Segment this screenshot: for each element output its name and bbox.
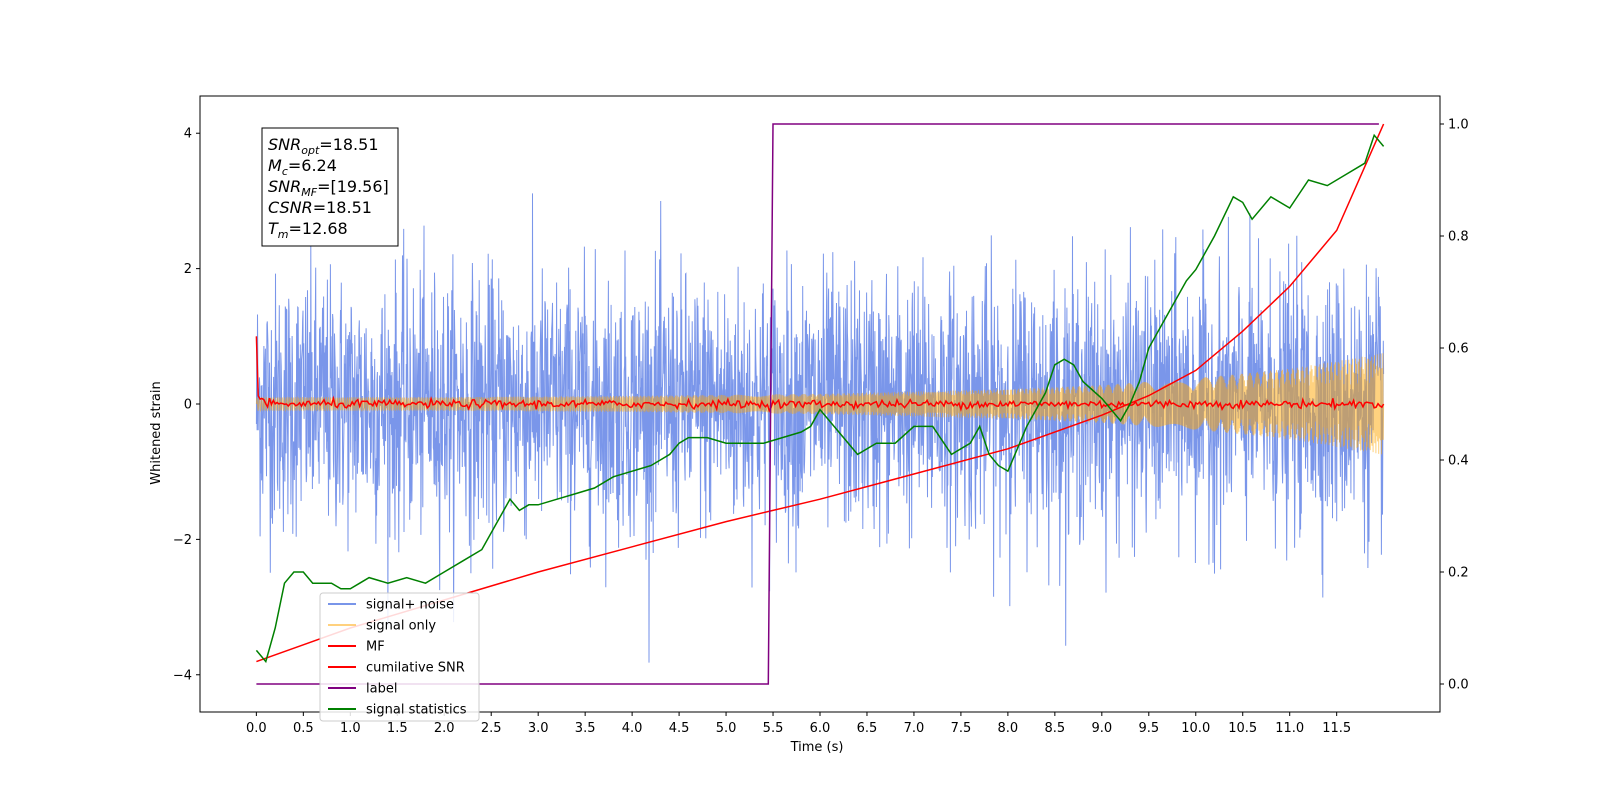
series-mf [255,336,1385,413]
annotation-line: SNRopt=18.51 [268,135,379,157]
legend-label: MF [366,640,385,655]
x-tick-label: 8.0 [998,721,1019,736]
legend: signal+ noise signal only MF cumilative SNR… [319,592,480,722]
x-tick-label: 5.0 [716,721,737,736]
y2-tick-label: 0.4 [1448,454,1469,469]
x-tick-label: 2.0 [434,721,455,736]
y-axis-label: Whitened strain [149,381,164,484]
x-tick-label: 0.5 [293,721,314,736]
legend-label: signal+ noise [366,598,454,613]
y-tick-label: 4 [184,127,192,142]
legend-label: label [366,682,397,697]
x-tick-label: 1.5 [387,721,408,736]
y2-tick-label: 0.6 [1448,342,1469,357]
x-tick-label: 2.5 [481,721,502,736]
annotation-line: Mc=6.24 [268,156,337,178]
x-tick-label: 7.5 [951,721,972,736]
x-tick-label: 7.0 [904,721,925,736]
x-tick-label: 4.5 [669,721,690,736]
y2-tick-label: 0.2 [1448,566,1469,581]
legend-label: signal statistics [366,703,467,718]
x-tick-label: 3.0 [528,721,549,736]
x-tick-label: 10.5 [1228,721,1257,736]
x-tick-label: 4.0 [622,721,643,736]
x-tick-label: 1.0 [340,721,361,736]
legend-frame [319,592,480,722]
x-tick-label: 6.0 [810,721,831,736]
y2-tick-label: 0.8 [1448,230,1469,245]
y-tick-label: −2 [173,533,192,548]
y2-axis: 0.0 0.2 0.4 0.6 0.8 1.0 [1440,118,1469,693]
y-tick-label: −4 [173,668,192,683]
x-tick-label: 9.0 [1091,721,1112,736]
y-tick-label: 2 [184,262,192,277]
x-tick-label: 9.5 [1138,721,1159,736]
y2-tick-label: 0.0 [1448,678,1469,693]
y-tick-label: 0 [184,398,192,413]
x-axis-label: Time (s) [790,740,844,755]
series-label [256,123,1379,685]
legend-label: cumilative SNR [366,661,465,676]
x-tick-label: 6.5 [857,721,878,736]
y2-tick-label: 1.0 [1448,118,1469,133]
annotation-line: CSNR=18.51 [268,198,372,217]
x-tick-label: 8.5 [1045,721,1066,736]
x-tick-label: 5.5 [763,721,784,736]
annotation-box: SNRopt=18.51Mc=6.24SNRMF=[19.56]CSNR=18.… [261,127,399,247]
annotation-frame [261,127,399,247]
x-tick-label: 3.5 [575,721,596,736]
x-tick-label: 10.0 [1181,721,1210,736]
x-tick-label: 0.0 [246,721,267,736]
legend-label: signal only [366,619,436,634]
annotation-line: Tm=12.68 [268,219,348,241]
x-tick-label: 11.0 [1275,721,1304,736]
y-axis: −4 −2 0 2 4 [173,127,200,683]
series-signal-statistics [255,133,1385,664]
x-tick-label: 11.5 [1322,721,1351,736]
annotation-line: SNRMF=[19.56] [268,177,389,199]
x-axis: 0.0 0.5 1.0 1.5 2.0 2.5 3.0 3.5 4.0 4.5 5.0 5.5 6.0 6… [246,712,1351,736]
